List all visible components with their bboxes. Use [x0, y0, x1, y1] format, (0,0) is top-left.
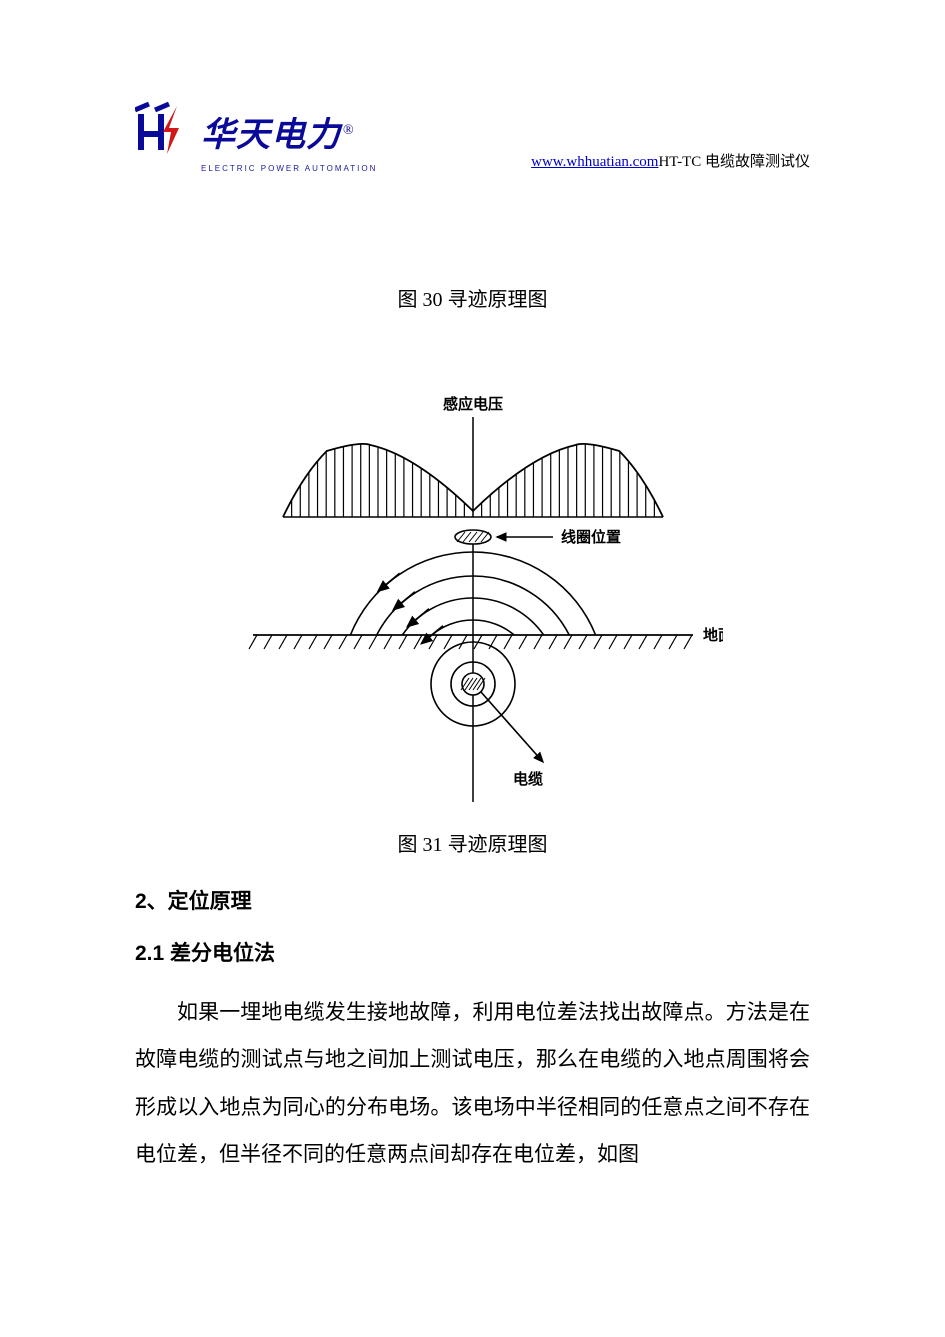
figure-31-caption: 图 31 寻迹原理图 — [135, 828, 810, 857]
logo-registered-icon: ® — [343, 123, 354, 139]
figure-30-caption: 图 30 寻迹原理图 — [135, 283, 810, 312]
logo: 华天电力 ® ELECTRIC POWER AUTOMATION — [135, 100, 377, 173]
logo-subtitle: ELECTRIC POWER AUTOMATION — [201, 164, 377, 173]
document-page: 华天电力 ® ELECTRIC POWER AUTOMATION www.whh… — [0, 0, 945, 1178]
logo-text: 华天电力 — [201, 107, 341, 156]
figure-31-diagram: 感应电压线圈位置地面电缆 — [223, 387, 723, 822]
section-2-heading: 2、定位原理 — [135, 885, 810, 915]
svg-text:线圈位置: 线圈位置 — [561, 528, 621, 546]
section-2-1-heading: 2.1 差分电位法 — [135, 937, 810, 967]
logo-mark-icon — [135, 100, 197, 162]
website-link[interactable]: www.whhuatian.com — [531, 154, 658, 170]
svg-text:感应电压: 感应电压 — [442, 395, 502, 413]
page-header: 华天电力 ® ELECTRIC POWER AUTOMATION www.whh… — [135, 100, 810, 173]
paragraph-1: 如果一埋地电缆发生接地故障，利用电位差法找出故障点。方法是在故障电缆的测试点与地… — [135, 989, 810, 1178]
svg-text:电缆: 电缆 — [513, 770, 543, 788]
product-name: HT-TC 电缆故障测试仪 — [658, 154, 810, 170]
header-right: www.whhuatian.comHT-TC 电缆故障测试仪 — [531, 150, 810, 173]
svg-text:地面: 地面 — [703, 626, 723, 644]
